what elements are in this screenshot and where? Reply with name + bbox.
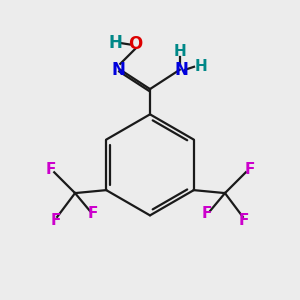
Text: F: F — [244, 162, 254, 177]
Text: F: F — [202, 206, 212, 221]
Text: O: O — [128, 35, 142, 53]
Text: F: F — [50, 213, 61, 228]
Text: F: F — [88, 206, 98, 221]
Text: N: N — [112, 61, 126, 79]
Text: N: N — [174, 61, 188, 79]
Text: F: F — [239, 213, 250, 228]
Text: H: H — [173, 44, 186, 59]
Text: F: F — [46, 162, 56, 177]
Text: H: H — [194, 59, 207, 74]
Text: H: H — [109, 34, 123, 52]
